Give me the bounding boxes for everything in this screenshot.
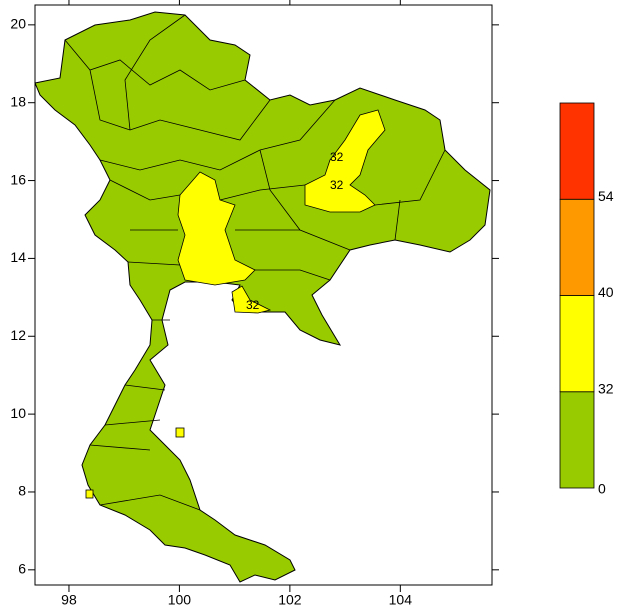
colorbar-label: 32 xyxy=(598,380,614,396)
land: 32 32 32 xyxy=(34,11,491,583)
x-tick-label: 98 xyxy=(61,592,77,608)
colorbar-band xyxy=(559,198,595,296)
contour-region xyxy=(304,109,386,213)
colorbar-band xyxy=(559,102,595,200)
y-tick-label: 14 xyxy=(10,249,26,265)
province-border xyxy=(64,14,446,511)
colorbar-label: 54 xyxy=(598,188,614,204)
contour-region xyxy=(231,285,272,314)
contour-region xyxy=(85,489,94,499)
country-outline xyxy=(34,11,491,583)
x-tick-label: 100 xyxy=(168,592,192,608)
contour-label: 32 xyxy=(246,298,260,312)
colorbar-label: 40 xyxy=(598,284,614,300)
y-tick-label: 10 xyxy=(10,405,26,421)
colorbar-band xyxy=(559,391,595,489)
colorbar-band xyxy=(559,295,595,393)
x-tick-label: 104 xyxy=(389,592,413,608)
contour-label: 32 xyxy=(330,178,344,192)
x-tick-label: 102 xyxy=(278,592,302,608)
contour-label: 32 xyxy=(330,150,344,164)
y-tick-label: 20 xyxy=(10,16,26,32)
colorbar-label: 0 xyxy=(598,481,606,497)
y-tick-label: 12 xyxy=(10,327,26,343)
contour-region xyxy=(175,427,185,438)
y-tick-label: 8 xyxy=(18,483,26,499)
y-tick-label: 16 xyxy=(10,171,26,187)
y-tick-label: 6 xyxy=(18,561,26,577)
y-tick-label: 18 xyxy=(10,93,26,109)
